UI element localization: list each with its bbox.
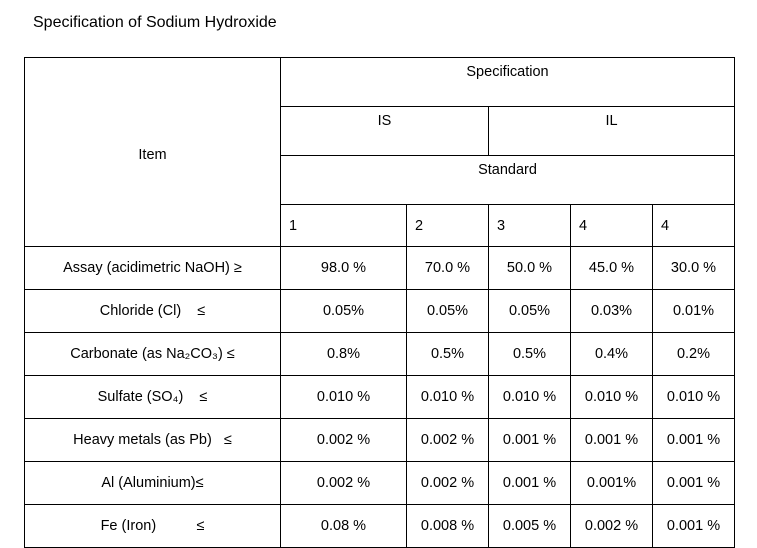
value-cell: 0.002 % [280,461,407,505]
item-name: Chloride (Cl) ≤ [24,289,281,333]
standard-number: 4 [652,204,735,247]
value-cell: 0.002 % [280,418,407,462]
value-cell: 0.008 % [406,504,489,548]
data-row: Fe (Iron) ≤0.08 % 0.008 % 0.005 % 0.002 % 0.… [24,504,735,548]
item-header: Item [24,57,281,247]
value-cell: 0.001 % [652,461,735,505]
standard-number: 1 [280,204,407,247]
value-cell: 0.08 % [280,504,407,548]
value-cell: 0.001 % [652,504,735,548]
value-cell: 98.0 % [280,246,407,290]
value-cell: 0.2% [652,332,735,376]
item-name: Heavy metals (as Pb) ≤ [24,418,281,462]
value-cell: 0.010 % [652,375,735,419]
data-row: Carbonate (as Na₂CO₃) ≤0.8% 0.5% 0.5% 0.4% 0… [24,332,735,376]
value-cell: 0.4% [570,332,653,376]
value-cell: 0.8% [280,332,407,376]
item-name: Carbonate (as Na₂CO₃) ≤ [24,332,281,376]
value-cell: 0.010 % [488,375,571,419]
value-cell: 0.001 % [652,418,735,462]
value-cell: 0.05% [488,289,571,333]
value-cell: 0.05% [406,289,489,333]
data-row: Sulfate (SO₄) ≤0.010 % 0.010 % 0.010 % 0.01… [24,375,735,419]
value-cell: 45.0 % [570,246,653,290]
standard-number: 3 [488,204,571,247]
value-cell: 0.002 % [570,504,653,548]
header-row: IS IL [25,106,735,156]
item-name: Al (Aluminium)≤ [24,461,281,505]
item-name: Assay (acidimetric NaOH) ≥ [24,246,281,290]
value-cell: 0.5% [406,332,489,376]
value-cell: 0.01% [652,289,735,333]
value-cell: 0.001 % [488,461,571,505]
value-cell: 70.0 % [406,246,489,290]
group-header: IL [488,106,735,156]
value-cell: 0.05% [280,289,407,333]
value-cell: 0.001 % [488,418,571,462]
value-cell: 0.010 % [570,375,653,419]
data-row: Al (Aluminium)≤ 0.002 % 0.002 % 0.001 % 0.00… [24,461,735,505]
value-cell: 0.001% [570,461,653,505]
value-cell: 0.005 % [488,504,571,548]
value-cell: 0.03% [570,289,653,333]
spec-header: Specification [280,57,735,107]
value-cell: 30.0 % [652,246,735,290]
item-name: Sulfate (SO₄) ≤ [24,375,281,419]
value-cell: 0.002 % [406,461,489,505]
item-name: Fe (Iron) ≤ [24,504,281,548]
header-row: Item Specification [24,57,735,247]
value-cell: 0.010 % [280,375,407,419]
group-header: IS [280,106,489,156]
value-cell: 0.002 % [406,418,489,462]
standard-number: 4 [570,204,653,247]
standard-header: Standard [280,155,735,205]
data-row: Heavy metals (as Pb) ≤0.002 % 0.002 % 0.00… [24,418,735,462]
value-cell: 0.5% [488,332,571,376]
value-cell: 0.010 % [406,375,489,419]
data-row: Assay (acidimetric NaOH) ≥98.0 % 70.0 % 50… [24,246,735,290]
standard-number: 2 [406,204,489,247]
title: Specification of Sodium Hydroxide [33,14,277,31]
value-cell: 50.0 % [488,246,571,290]
data-row: Chloride (Cl) ≤0.05% 0.05% 0.05% 0.03% 0.01% [24,289,735,333]
value-cell: 0.001 % [570,418,653,462]
